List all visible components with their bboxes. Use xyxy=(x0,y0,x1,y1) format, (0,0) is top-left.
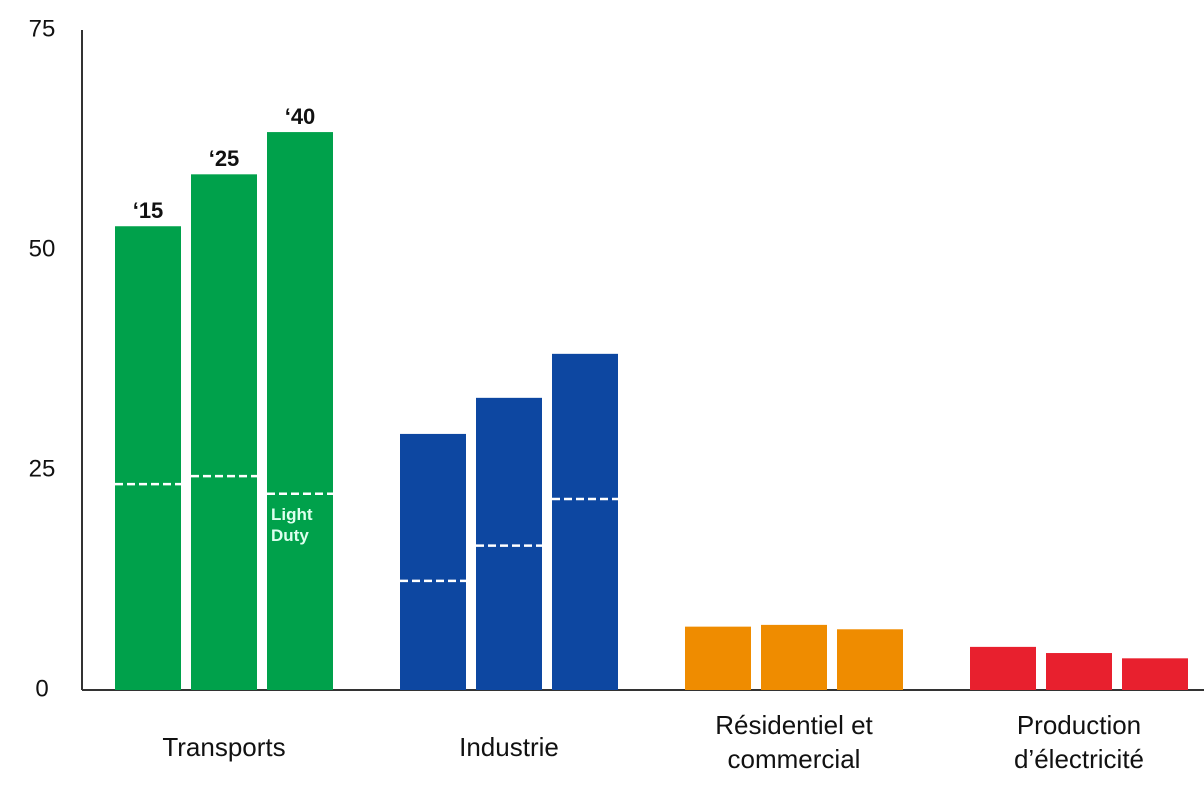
y-tick-label: 75 xyxy=(29,15,56,42)
series-label: ‘15 xyxy=(133,198,164,223)
series-label: ‘40 xyxy=(285,104,316,129)
series-label: ‘25 xyxy=(209,146,240,171)
bar xyxy=(761,624,827,690)
y-tick-label: 50 xyxy=(29,235,56,262)
bar xyxy=(685,626,751,690)
bar xyxy=(476,397,542,690)
bar xyxy=(115,226,181,691)
bar xyxy=(1046,653,1112,690)
y-tick-label: 0 xyxy=(35,675,48,702)
x-tick-label: Industrie xyxy=(459,732,559,762)
x-tick-label: Production d’électricité xyxy=(1013,710,1145,774)
x-tick-label: Transports xyxy=(162,732,286,762)
bar xyxy=(552,353,618,690)
bar xyxy=(267,132,333,690)
x-tick-label: Résidentiel et commercial xyxy=(715,710,873,774)
bar xyxy=(837,629,903,690)
bar xyxy=(191,174,257,690)
bar xyxy=(400,433,466,690)
sub-marker-label: Light Duty xyxy=(271,505,313,545)
bar xyxy=(970,646,1036,690)
y-tick-label: 25 xyxy=(29,455,56,482)
bar xyxy=(1122,658,1188,690)
